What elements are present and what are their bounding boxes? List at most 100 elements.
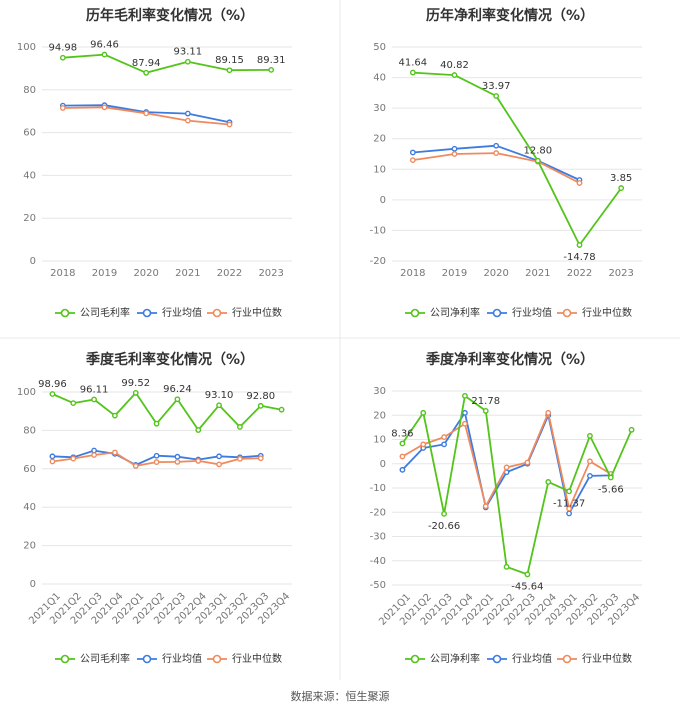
data-label: 98.96 xyxy=(38,379,67,390)
series-company: 94.98 96.46 87.94 93.11 89.15 89.31 xyxy=(49,40,285,76)
data-point xyxy=(462,392,468,399)
data-point xyxy=(441,510,447,517)
data-point xyxy=(451,145,458,152)
series-company: 41.64 40.82 33.97 12.80 -14.78 3.85 xyxy=(399,58,633,263)
legend-item-industry_median: 行业中位数 xyxy=(207,652,282,665)
data-point xyxy=(195,458,202,464)
series-industry_median xyxy=(409,150,583,186)
x-tick-label: 2018 xyxy=(50,268,75,279)
legend-item-company: 公司净利率 xyxy=(405,306,480,319)
data-point xyxy=(153,459,160,465)
legend-swatch-marker xyxy=(60,308,70,318)
legend-label: 行业中位数 xyxy=(232,306,282,319)
legend-label: 行业均值 xyxy=(162,652,202,665)
data-point xyxy=(618,185,625,191)
data-label: 93.11 xyxy=(174,47,203,58)
y-tick-label: 40 xyxy=(23,170,36,181)
data-point xyxy=(257,455,264,462)
y-tick-label: -50 xyxy=(370,580,386,591)
x-tick-label: 2023 xyxy=(608,268,633,279)
data-point xyxy=(91,452,97,458)
y-tick-label: -40 xyxy=(370,556,386,567)
legend-swatch-marker xyxy=(410,654,420,664)
legend: 公司净利率 行业均值 行业中位数 xyxy=(405,306,632,319)
data-point xyxy=(409,69,416,76)
x-tick-label: 2022 xyxy=(567,268,592,279)
data-label: 96.46 xyxy=(90,40,119,51)
data-label: -20.66 xyxy=(428,521,460,532)
data-point xyxy=(628,426,635,433)
data-label: 96.24 xyxy=(163,384,192,395)
data-label: 89.15 xyxy=(215,55,244,66)
data-point xyxy=(462,409,468,416)
legend-item-company: 公司毛利率 xyxy=(55,306,130,319)
legend: 公司净利率 行业均值 行业中位数 xyxy=(405,652,632,665)
data-point xyxy=(503,563,510,570)
data-point xyxy=(143,69,150,76)
legend-label: 公司净利率 xyxy=(430,306,480,319)
legend-label: 公司毛利率 xyxy=(80,306,130,319)
legend-item-industry_avg: 行业均值 xyxy=(487,306,552,319)
data-point xyxy=(576,242,583,248)
series-line xyxy=(52,392,282,431)
series-line xyxy=(62,53,272,74)
legend-swatch-marker xyxy=(492,654,502,664)
series-company: 98.96 96.11 99.52 96.24 93.10 92.80 xyxy=(38,378,285,433)
data-label: 94.98 xyxy=(49,43,78,54)
data-point xyxy=(587,458,593,465)
data-point xyxy=(566,510,572,517)
data-point xyxy=(112,449,118,456)
y-tick-label: 20 xyxy=(373,410,386,421)
legend-label: 行业中位数 xyxy=(582,652,632,665)
y-tick-label: 40 xyxy=(373,73,386,84)
legend: 公司毛利率 行业均值 行业中位数 xyxy=(55,652,282,665)
y-tick-label: 60 xyxy=(23,464,36,475)
data-point xyxy=(566,488,572,495)
data-point xyxy=(112,412,118,419)
legend-label: 行业均值 xyxy=(512,306,552,319)
data-point xyxy=(132,463,139,469)
chart-annual-net: 历年净利率变化情况（%） -20 -10 0 10 20 30 40 50 2018 2019 202… xyxy=(370,7,642,319)
y-tick-label: 80 xyxy=(23,425,36,436)
data-label: 92.80 xyxy=(246,391,275,402)
legend-label: 行业中位数 xyxy=(582,306,632,319)
data-point xyxy=(237,455,243,462)
x-tick-label: 2018 xyxy=(400,268,425,279)
data-point xyxy=(216,461,222,468)
legend-item-industry_avg: 行业均值 xyxy=(487,652,552,665)
data-point xyxy=(441,441,447,448)
y-tick-label: 0 xyxy=(380,459,386,470)
data-point xyxy=(399,453,406,460)
data-label: 8.36 xyxy=(391,428,413,439)
data-label: -5.66 xyxy=(598,484,624,495)
y-tick-label: 0 xyxy=(30,256,36,267)
data-label: 40.82 xyxy=(440,60,469,71)
data-label: 3.85 xyxy=(610,173,632,184)
y-tick-label: 80 xyxy=(23,85,36,96)
legend-item-company: 公司毛利率 xyxy=(55,652,130,665)
data-point xyxy=(576,180,583,186)
y-tick-label: 10 xyxy=(373,435,386,446)
data-point xyxy=(91,396,97,403)
data-point xyxy=(545,409,552,416)
data-label: -14.78 xyxy=(563,252,595,263)
x-tick-label: 2022 xyxy=(217,268,242,279)
legend-item-industry_median: 行业中位数 xyxy=(557,652,632,665)
data-label: 87.94 xyxy=(132,58,161,69)
y-tick-label: 20 xyxy=(373,134,386,145)
data-point xyxy=(132,390,139,396)
data-point xyxy=(451,151,458,157)
y-tick-label: 100 xyxy=(17,42,36,53)
legend-item-industry_avg: 行业均值 xyxy=(137,306,202,319)
data-point xyxy=(174,396,181,403)
data-point xyxy=(184,110,191,117)
legend-item-industry_median: 行业中位数 xyxy=(557,306,632,319)
data-point xyxy=(278,406,285,413)
data-label: 21.78 xyxy=(471,396,500,407)
data-point xyxy=(216,453,222,460)
data-point xyxy=(70,455,77,462)
legend-label: 行业中位数 xyxy=(232,652,282,665)
data-point xyxy=(59,105,66,111)
data-point xyxy=(420,409,427,416)
x-tick-label: 2021 xyxy=(175,268,200,279)
